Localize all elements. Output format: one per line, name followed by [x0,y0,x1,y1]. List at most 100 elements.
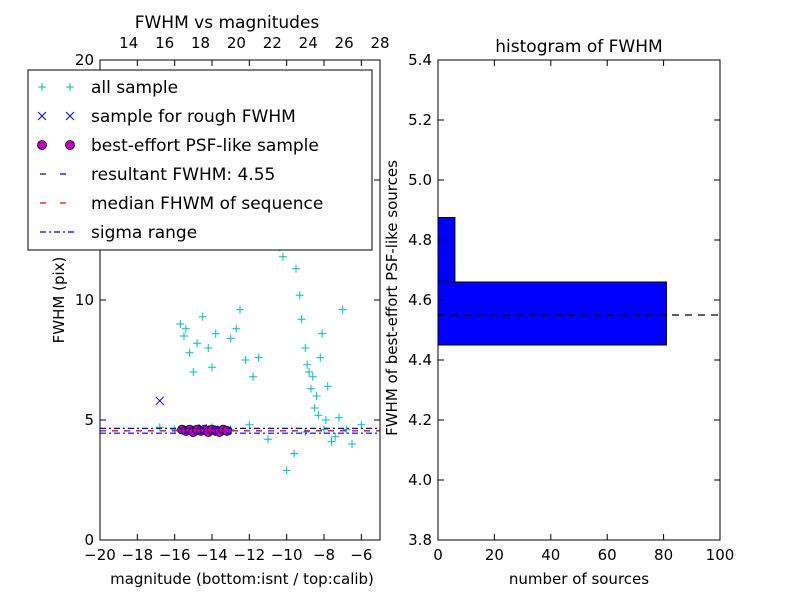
chart1-point [211,329,220,338]
chart2-y-tick-label: 4.0 [408,471,432,489]
chart1-point [254,353,263,362]
chart1-top-x-tick-label: 14 [119,34,138,52]
chart1-x-tick-label: −16 [159,546,191,564]
fwhm-vs-magnitude-chart: FWHM vs magnitudes −20 −18 −16 −14 −12 −10 −8−… [27,13,390,588]
legend-label: resultant FWHM: 4.55 [91,165,275,185]
chart1-point [290,449,299,458]
chart1-title: FWHM vs magnitudes [135,13,320,33]
legend-marker-swatch [65,111,75,121]
chart1-top-x-tick-label: 22 [263,34,282,52]
chart1-x-tick-label: −8 [313,546,335,564]
chart1-reference-lines [100,427,380,434]
chart2-x-tick-label: 60 [598,546,617,564]
legend-label: best-effort PSF-like sample [91,136,319,156]
chart1-point [193,339,202,348]
chart1-point [176,320,185,328]
chart1-point [314,411,323,420]
chart1-top-x-ticks: 14 16 18 20 22 24 26 28 [119,34,389,52]
chart1-point [295,291,304,300]
chart1-point [181,324,190,333]
chart1-point [312,392,321,400]
chart2-y-tick-label: 4.2 [408,411,432,429]
chart1-legend: all sample sample for rough FWHM best-effo… [27,69,373,251]
chart1-point [331,432,340,441]
fwhm-histogram-chart: histogram of FWHM 0 20 40 60 80 100 3.8 4.0 4.2… [383,37,734,588]
chart1-x-tick-label: −12 [234,546,266,564]
legend-label: sample for rough FWHM [91,107,296,127]
chart1-point [198,312,207,321]
chart2-y-axis-label: FWHM of best-effort PSF-like sources [383,160,401,436]
legend-item: resultant FWHM: 4.55 [40,165,275,185]
chart2-x-tick-label: 40 [541,546,560,564]
chart1-point [308,372,317,381]
chart1-x-tick-label: −6 [350,546,372,564]
chart1-point [321,416,330,424]
chart1-point [232,324,241,333]
chart2-y-tick-label: 4.6 [408,291,432,309]
chart1-top-x-tick-label: 24 [299,34,318,52]
chart1-point [278,252,287,261]
chart1-x-tick-label: −20 [84,546,116,564]
chart2-bars [437,217,667,346]
chart2-y-tick-label: 4.8 [408,231,432,249]
chart1-point [305,368,314,376]
chart1-x-tick-label: −18 [122,546,154,564]
legend-marker-swatch [65,140,75,150]
legend-label: all sample [91,78,178,98]
chart2-x-tick-label: 20 [485,546,504,564]
chart1-point [292,264,300,273]
histogram-bar [437,217,456,283]
chart1-point [236,305,244,314]
chart2-x-ticks: 0 20 40 60 80 100 [433,60,734,564]
legend-item: sigma range [40,223,197,243]
chart1-point [241,356,250,364]
legend-box [27,69,373,251]
chart1-point [320,425,328,434]
chart2-y-tick-label: 5.4 [408,51,432,69]
chart1-point [342,425,351,434]
chart2-y-tick-label: 4.4 [408,351,432,369]
chart1-point [226,334,235,343]
chart1-y-tick-label: 10 [75,291,94,309]
chart1-top-x-tick-label: 16 [155,34,174,52]
legend-item: median FHWM of sequence [40,194,323,214]
chart1-point [357,420,366,429]
chart1-top-x-tick-label: 28 [370,34,389,52]
chart2-x-tick-label: 80 [654,546,673,564]
legend-label: sigma range [91,223,197,243]
chart2-title: histogram of FWHM [495,37,662,57]
chart1-top-x-tick-label: 20 [227,34,246,52]
chart1-top-x-tick-label: 18 [191,34,210,52]
chart1-point [208,363,216,372]
legend-marker-swatch [66,83,74,91]
chart1-point [338,305,347,314]
chart1-point [323,382,332,391]
chart1-point [180,332,188,340]
chart2-y-ticks: 3.8 4.0 4.2 4.4 4.6 4.8 5.0 5.2 5.4 [408,51,720,549]
chart1-point [204,344,213,352]
legend-item: best-effort PSF-like sample [37,136,319,156]
chart1-point [301,428,310,436]
chart1-y-axis-label: FWHM (pix) [50,257,68,344]
legend-marker-swatch [38,83,46,91]
legend-item: sample for rough FWHM [37,107,296,127]
histogram-bar [437,281,667,346]
chart1-x-ticks: −20 −18 −16 −14 −12 −10 −8 −6 [84,60,372,564]
chart1-point [310,404,319,412]
chart1-y-tick-label: 5 [84,411,94,429]
chart1-point [245,420,254,429]
legend-items: all sample sample for rough FWHM best-effo… [37,78,323,243]
chart1-point [306,384,315,393]
legend-item: all sample [38,78,178,98]
chart1-point [301,344,310,352]
chart1-point [264,435,272,444]
chart1-point [155,396,165,406]
chart1-x-axis-label: magnitude (bottom:isnt / top:calib) [110,570,374,588]
chart2-x-tick-label: 100 [706,546,735,564]
chart1-y-tick-label: 0 [84,531,94,549]
chart1-y-tick-label: 20 [75,51,94,69]
chart1-x-tick-label: −14 [196,546,228,564]
chart1-point [348,440,356,448]
chart1-point [316,353,325,362]
